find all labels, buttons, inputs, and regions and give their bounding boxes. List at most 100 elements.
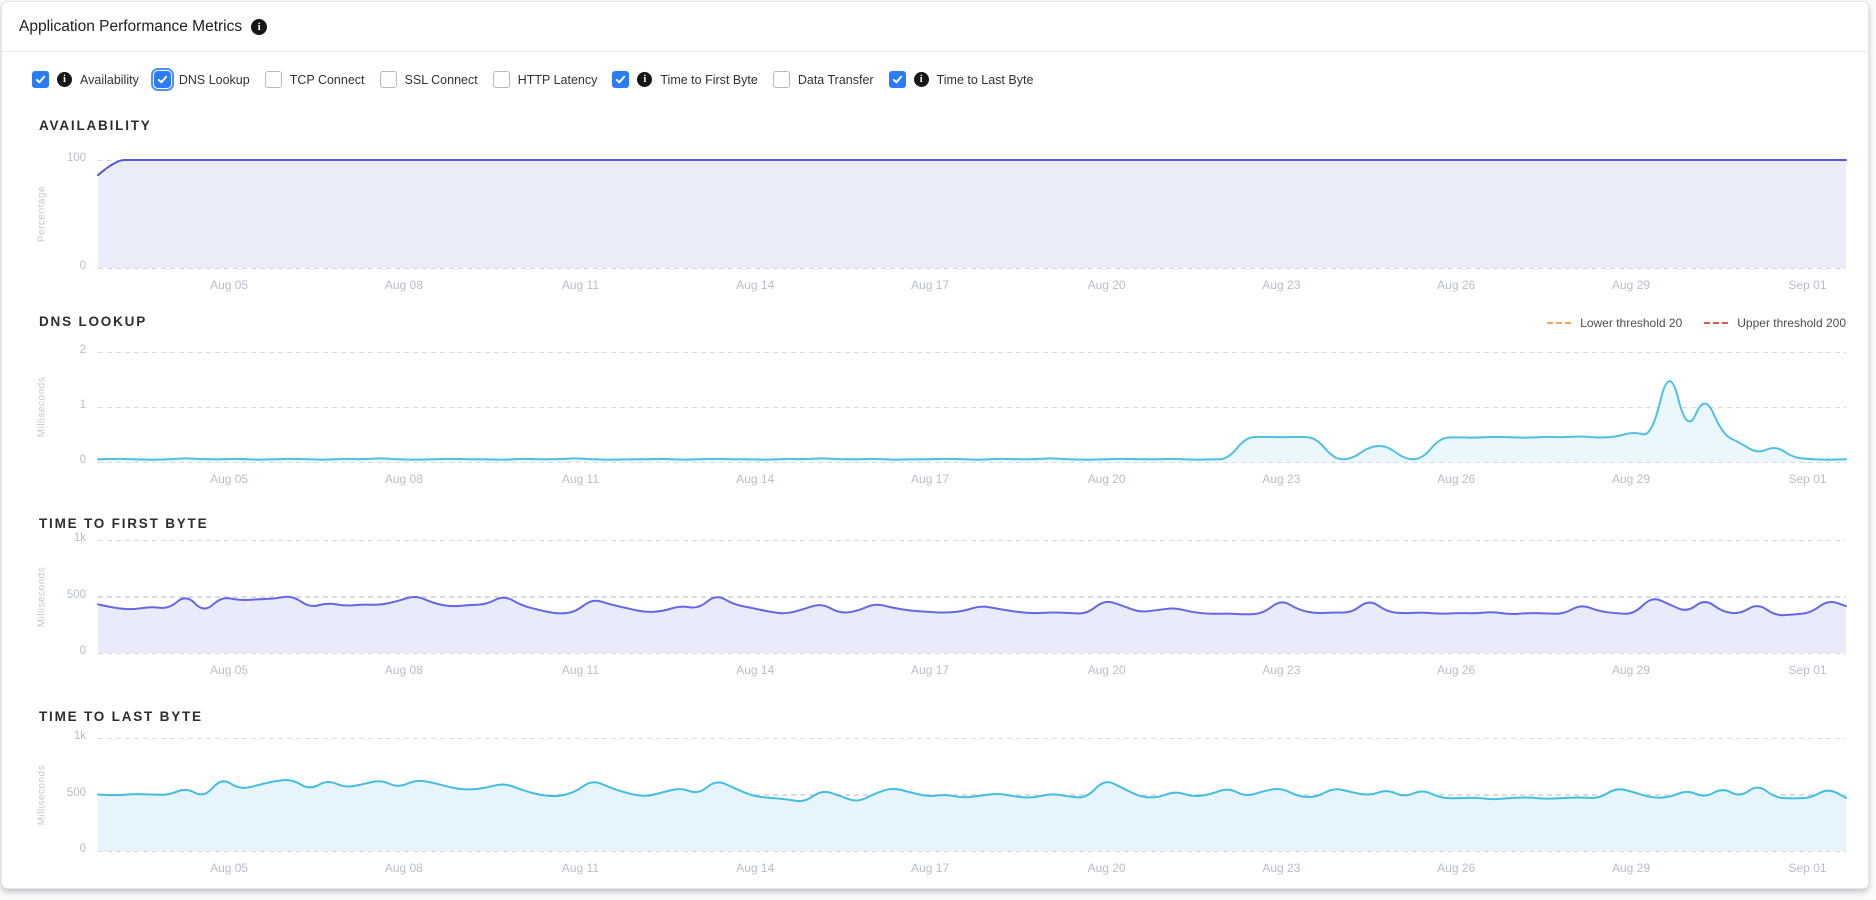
toggle-label: Time to Last Byte [936, 72, 1034, 87]
gridline [98, 267, 1846, 269]
x-axis-tick: Aug 05 [210, 472, 249, 486]
chart-title-time-to-last-byte: TIME TO LAST BYTE [39, 709, 203, 724]
x-axis-tick: Aug 14 [736, 278, 775, 292]
x-axis-tick: Aug 29 [1611, 663, 1651, 677]
x-axis-tick: Sep 01 [1788, 472, 1827, 486]
checkbox-http-latency[interactable] [492, 71, 510, 88]
x-axis-tick: Aug 17 [911, 663, 950, 677]
y-axis-tick: 0 [79, 260, 86, 272]
dns-lookup-plot: 2 1 0 Milliseconds Aug 05 Aug 08 Aug 11 Aug 14 A… [37, 344, 1846, 486]
y-axis-title: Percentage [36, 185, 48, 243]
info-icon[interactable]: i [913, 72, 929, 87]
x-axis-tick: Aug 17 [911, 472, 950, 486]
y-axis-tick: 100 [66, 152, 86, 164]
metric-toggle-time-to-last-byte[interactable]: i Time to Last Byte [888, 71, 1034, 88]
x-axis-tick: Aug 29 [1611, 472, 1651, 486]
x-axis-tick: Aug 23 [1262, 472, 1301, 486]
x-axis-tick: Aug 20 [1087, 278, 1126, 292]
x-axis-tick: Sep 01 [1788, 861, 1827, 875]
y-axis-tick: 500 [66, 786, 86, 799]
gridline [98, 461, 1846, 463]
x-axis-tick: Sep 01 [1788, 278, 1827, 292]
checkbox-ssl-connect[interactable] [379, 71, 397, 88]
metric-toggle-time-to-first-byte[interactable]: i Time to First Byte [612, 71, 758, 88]
y-axis-tick: 0 [79, 454, 86, 466]
availability-plot: 100 0 Percentage Aug 05 Aug 08 Aug 11 Aug 14 Au… [37, 152, 1846, 292]
x-axis: Aug 05 Aug 08 Aug 11 Aug 14 Aug 17 Aug 20 Aug … [98, 278, 1846, 294]
y-axis-tick: 1k [73, 730, 86, 742]
x-axis-tick: Aug 26 [1437, 472, 1476, 486]
x-axis-tick: Aug 11 [561, 472, 600, 486]
x-axis-tick: Aug 29 [1611, 278, 1651, 292]
y-axis-tick: 1k [73, 532, 86, 544]
x-axis-tick: Aug 23 [1262, 278, 1301, 292]
x-axis-tick: Aug 14 [736, 472, 775, 486]
check-icon [616, 75, 626, 84]
y-axis-title: Milliseconds [36, 376, 48, 438]
checkbox-time-to-first-byte[interactable] [612, 71, 630, 88]
info-icon[interactable]: i [251, 18, 268, 35]
series-area-chart [98, 738, 1846, 851]
toggle-label: SSL Connect [404, 72, 478, 87]
time-to-last-byte-plot: 1k 500 0 Milliseconds Aug 05 Aug 08 Aug 11 Aug … [37, 730, 1846, 875]
series-area-chart [98, 160, 1846, 268]
x-axis-tick: Aug 20 [1087, 861, 1126, 875]
y-axis-tick: 1 [79, 399, 86, 411]
x-axis-tick: Aug 23 [1262, 861, 1301, 875]
metric-toggle-dns-lookup[interactable]: DNS Lookup [150, 67, 250, 92]
x-axis-tick: Aug 05 [210, 663, 249, 677]
x-axis-tick: Aug 11 [561, 278, 600, 292]
checkbox-availability[interactable] [32, 71, 49, 88]
info-icon[interactable]: i [637, 72, 653, 87]
x-axis-tick: Aug 17 [911, 278, 950, 292]
x-axis: Aug 05 Aug 08 Aug 11 Aug 14 Aug 17 Aug 20 Aug … [98, 472, 1846, 488]
chart-title-availability: AVAILABILITY [39, 118, 152, 133]
toggle-label: TCP Connect [289, 72, 365, 87]
gridline [98, 794, 1846, 796]
checkbox-dns-lookup[interactable] [150, 67, 175, 92]
metric-toggle-availability[interactable]: i Availability [32, 71, 139, 88]
toggle-label: HTTP Latency [517, 72, 598, 87]
metric-toggle-tcp-connect[interactable]: TCP Connect [264, 71, 365, 88]
gridline [98, 850, 1846, 852]
legend-label: Lower threshold 20 [1580, 316, 1683, 330]
checkbox-tcp-connect[interactable] [264, 71, 282, 88]
x-axis: Aug 05 Aug 08 Aug 11 Aug 14 Aug 17 Aug 20 Aug … [98, 861, 1846, 877]
legend-label: Upper threshold 200 [1737, 316, 1846, 330]
checkbox-data-transfer[interactable] [772, 71, 790, 88]
toggle-label: DNS Lookup [178, 72, 250, 87]
gridline [98, 596, 1846, 598]
metric-toggle-data-transfer[interactable]: Data Transfer [772, 71, 874, 88]
metric-toggle-ssl-connect[interactable]: SSL Connect [379, 71, 478, 88]
chart-title-time-to-first-byte: TIME TO FIRST BYTE [39, 516, 209, 531]
y-axis-tick: 0 [79, 843, 86, 855]
metric-toggle-http-latency[interactable]: HTTP Latency [492, 71, 598, 88]
checkbox-time-to-last-byte[interactable] [888, 71, 906, 88]
x-axis-tick: Aug 20 [1087, 663, 1126, 677]
x-axis-tick: Aug 17 [911, 861, 950, 875]
x-axis-tick: Aug 08 [384, 861, 423, 875]
y-axis-tick: 2 [79, 344, 86, 356]
x-axis-tick: Aug 20 [1087, 472, 1126, 486]
series-area-chart [98, 352, 1846, 462]
x-axis-tick: Aug 08 [384, 278, 423, 292]
gridline [98, 652, 1846, 654]
toggle-label: Availability [80, 72, 139, 87]
x-axis-tick: Aug 29 [1611, 861, 1651, 875]
dns-threshold-legend: Lower threshold 20 Upper threshold 200 [1547, 316, 1846, 330]
x-axis-tick: Aug 11 [561, 663, 600, 677]
x-axis-tick: Aug 14 [736, 861, 775, 875]
check-icon [892, 75, 902, 84]
x-axis-tick: Aug 14 [736, 663, 775, 677]
legend-lower-threshold: Lower threshold 20 [1547, 316, 1682, 330]
info-icon[interactable]: i [57, 72, 72, 87]
x-axis-tick: Aug 23 [1262, 663, 1301, 677]
x-axis-tick: Aug 11 [561, 861, 600, 875]
legend-upper-threshold: Upper threshold 200 [1704, 316, 1846, 330]
x-axis-tick: Aug 26 [1437, 861, 1476, 875]
dashed-line-icon [1547, 322, 1572, 324]
x-axis-tick: Aug 05 [210, 278, 249, 292]
toggle-label: Data Transfer [797, 72, 874, 87]
series-area-chart [98, 540, 1846, 653]
